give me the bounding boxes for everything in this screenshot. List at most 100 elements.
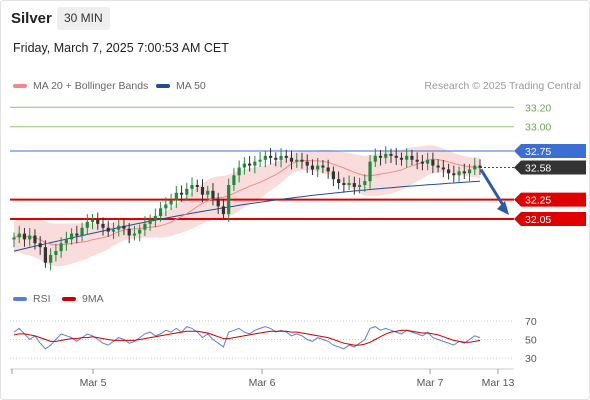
x-tick-label: Mar 5 — [80, 377, 107, 389]
level-label-32-58: 32.58 — [525, 163, 551, 175]
candle-body — [138, 229, 142, 234]
candle-body — [227, 185, 231, 215]
candle-body — [368, 161, 372, 182]
candle-body — [347, 183, 351, 185]
candle-body — [148, 219, 152, 224]
candle-body — [258, 159, 262, 162]
timeframe-badge[interactable]: 30 MIN — [57, 7, 110, 30]
rsi-line — [13, 326, 481, 350]
level-box-32-75 — [514, 144, 586, 158]
candle-body — [12, 237, 16, 240]
research-credit: Research © 2025 Trading Central — [424, 80, 581, 92]
candle-body — [295, 159, 299, 162]
candle-body — [284, 155, 288, 158]
candle-body — [321, 165, 325, 168]
candle-body — [426, 159, 430, 164]
rsi-swatch — [13, 297, 27, 301]
candle-body — [446, 169, 451, 174]
candle-body — [399, 157, 404, 160]
9ma-swatch — [62, 297, 76, 301]
candle-body — [232, 175, 236, 185]
candle-body — [473, 165, 477, 170]
candle-body — [248, 163, 252, 166]
candle-body — [478, 165, 482, 168]
rsi-y-tick: 50 — [525, 335, 537, 347]
forecast-arrow-head — [497, 201, 509, 215]
candle-body — [80, 227, 84, 236]
candle-body — [357, 185, 362, 187]
candle-body — [69, 233, 74, 240]
candle-body — [352, 183, 356, 187]
candle-body — [342, 183, 346, 185]
candle-body — [279, 155, 283, 160]
candle-body — [331, 171, 335, 180]
x-tick-label: Mar 6 — [249, 377, 276, 389]
candle-body — [384, 153, 388, 158]
ma20-swatch — [13, 84, 27, 88]
candle-body — [101, 223, 105, 228]
level-label-33-20: 33.20 — [525, 102, 551, 114]
ma20-line — [13, 158, 481, 246]
candle-body — [28, 235, 32, 240]
bollinger-band — [14, 145, 480, 267]
ma50-line — [13, 180, 481, 252]
candle-body — [85, 221, 89, 228]
candle-body — [106, 227, 110, 232]
candle-body — [221, 206, 226, 215]
level-label-32-05: 32.05 — [525, 214, 551, 226]
candle-body — [49, 254, 53, 263]
candle-body — [363, 181, 367, 185]
legend-9ma: 9MA — [62, 293, 104, 305]
candle-body — [420, 161, 425, 164]
candle-body — [90, 219, 95, 222]
candle-body — [211, 190, 215, 199]
rsi-y-tick: 70 — [525, 316, 537, 328]
rsi-ma-line — [13, 329, 481, 346]
candle-body — [159, 208, 163, 217]
candle-body — [143, 223, 147, 230]
candle-body — [200, 186, 205, 195]
candle-body — [305, 161, 309, 166]
candle-body — [373, 155, 377, 162]
candle-body — [17, 233, 21, 238]
candle-body — [59, 243, 63, 252]
legend-rsi-label: RSI — [33, 293, 51, 305]
candle-body — [316, 165, 320, 170]
candle-body — [206, 190, 210, 195]
candle-body — [190, 185, 194, 189]
candle-body — [33, 235, 37, 244]
candle-body — [179, 192, 184, 195]
candle-body — [75, 233, 79, 236]
candle-body — [300, 159, 304, 162]
candle-body — [436, 165, 440, 168]
candle-body — [216, 198, 220, 207]
candle-body — [22, 233, 27, 240]
legend-ma50: MA 50 — [156, 80, 206, 92]
candle-body — [111, 229, 116, 232]
candle-body — [174, 192, 178, 201]
candle-body — [268, 155, 273, 158]
candle-body — [326, 167, 330, 172]
candle-body — [263, 155, 267, 160]
candle-body — [431, 159, 435, 166]
candle-body — [164, 204, 168, 209]
candle-body — [289, 157, 294, 162]
candle-body — [195, 185, 199, 187]
candle-body — [242, 163, 246, 168]
legend-ma20: MA 20 + Bollinger Bands — [13, 80, 148, 92]
x-tick-label: Mar 13 — [482, 377, 515, 389]
legend-ma20-label: MA 20 + Bollinger Bands — [33, 80, 149, 92]
candle-body — [378, 155, 383, 158]
candle-body — [394, 155, 398, 158]
candle-body — [96, 219, 100, 224]
candle-body — [153, 216, 157, 220]
candle-body — [38, 243, 42, 248]
level-label-32-25: 32.25 — [525, 195, 551, 207]
candle-body — [452, 173, 456, 176]
level-box-32-25 — [514, 192, 586, 207]
level-box-32-58 — [514, 160, 586, 175]
candle-body — [127, 228, 131, 236]
candle-body — [410, 155, 414, 160]
candle-body — [64, 239, 68, 244]
